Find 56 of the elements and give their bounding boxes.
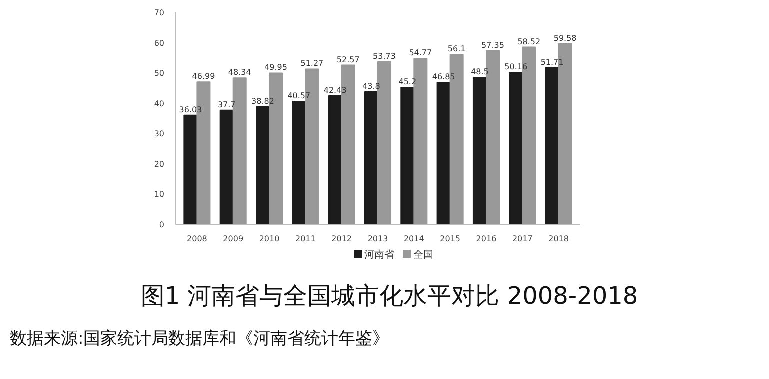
data-label: 46.85 — [432, 72, 456, 82]
bar — [292, 101, 306, 224]
legend-label: 全国 — [414, 250, 434, 261]
bar — [400, 87, 415, 224]
x-tick-label: 2012 — [332, 234, 352, 244]
x-tick-label: 2016 — [476, 234, 497, 244]
data-label: 53.73 — [373, 52, 396, 61]
bar — [256, 106, 270, 224]
data-label: 54.77 — [409, 48, 432, 58]
data-label: 52.57 — [336, 55, 360, 64]
data-label: 38.82 — [252, 96, 274, 106]
data-label: 51.71 — [540, 58, 564, 67]
bar — [509, 72, 524, 224]
legend-label: 河南省 — [364, 250, 394, 261]
data-label: 49.95 — [264, 63, 288, 72]
y-tick-label: 50 — [154, 69, 165, 78]
data-label: 51.27 — [300, 59, 324, 68]
y-tick-label: 40 — [154, 99, 165, 108]
data-label: 36.03 — [179, 105, 202, 114]
y-tick-label: 30 — [154, 130, 165, 139]
bar — [472, 77, 487, 224]
x-tick-label: 2015 — [440, 234, 460, 244]
data-label: 48.5 — [471, 68, 489, 77]
x-tick-label: 2014 — [404, 234, 424, 244]
data-label: 59.58 — [554, 34, 577, 44]
bar — [436, 82, 451, 224]
data-label: 45.2 — [398, 78, 417, 87]
x-tick-label: 2009 — [223, 234, 244, 244]
text: 图1 河南省与全国城市化水平对比 2008-2018 — [140, 281, 638, 312]
bar — [545, 67, 560, 224]
x-tick-label: 2011 — [296, 234, 316, 244]
x-tick-label: 2018 — [548, 234, 569, 244]
data-label: 58.52 — [518, 37, 541, 46]
x-tick-label: 2010 — [259, 234, 280, 244]
bar — [364, 91, 378, 224]
bar — [328, 96, 342, 224]
x-tick-label: 2017 — [512, 234, 533, 244]
x-tick-label: 2013 — [368, 234, 388, 244]
bar — [220, 110, 234, 224]
data-label: 48.34 — [228, 68, 252, 78]
y-tick-label: 20 — [154, 160, 165, 169]
data-label: 50.16 — [504, 62, 528, 72]
y-tick-label: 60 — [154, 38, 165, 48]
data-label: 37.7 — [218, 100, 236, 110]
data-label: 42.43 — [324, 86, 347, 95]
y-tick-label: 70 — [154, 8, 165, 18]
x-tick-label: 2008 — [187, 234, 208, 244]
data-label: 56.1 — [448, 44, 466, 54]
source-note: 数据来源:国家统计局数据库和《河南省统计年鉴》 — [10, 328, 390, 351]
data-label: 57.35 — [482, 40, 504, 50]
data-label: 43.8 — [362, 82, 380, 91]
y-tick-label: 10 — [154, 190, 165, 200]
data-label: 46.99 — [192, 72, 216, 82]
bar — [184, 114, 198, 224]
y-tick-label: 0 — [159, 220, 165, 230]
data-label: 40.57 — [288, 92, 311, 101]
